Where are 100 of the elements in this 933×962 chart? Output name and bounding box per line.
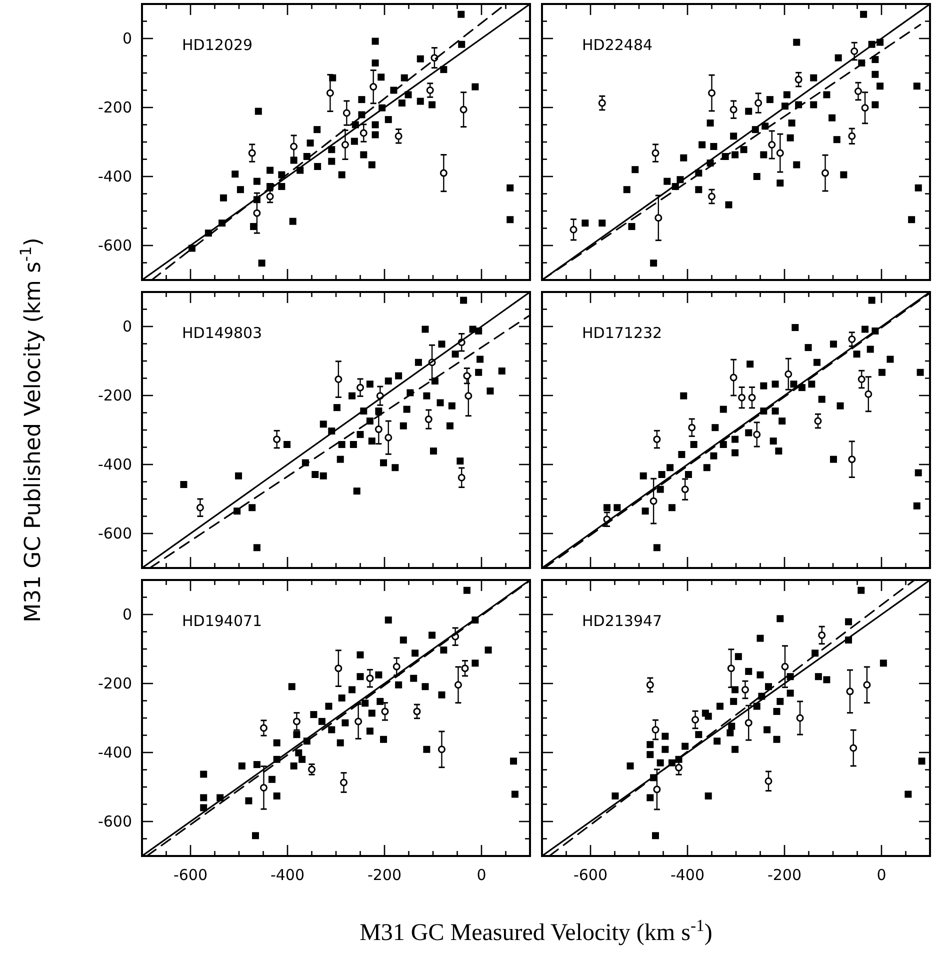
point [403,406,410,413]
point [858,586,865,594]
point [253,178,260,185]
point [253,209,261,217]
point [628,223,636,230]
point [688,424,696,432]
point [236,186,244,194]
point [338,694,346,702]
point [428,101,436,108]
point [314,126,321,134]
point [714,738,721,745]
point [773,708,780,715]
point [341,141,349,149]
point [786,134,794,142]
point [626,762,634,770]
point [334,664,342,672]
y-tick-label: 0 [122,30,132,48]
point [372,59,379,66]
point [260,724,268,732]
point [834,54,842,62]
point [732,686,739,694]
text: HD149803 [182,324,262,342]
point [380,736,388,743]
point [278,183,286,190]
point [475,368,482,376]
point [506,184,514,192]
point [358,111,366,118]
point [790,380,798,388]
point [410,674,418,682]
point [258,260,266,267]
point [400,422,407,430]
point [793,161,800,168]
point [414,358,422,366]
point [823,91,830,98]
point [781,662,789,670]
point [336,739,344,746]
point [833,136,840,144]
x-tick-label: -400 [270,866,305,884]
point [234,508,241,515]
point [452,350,459,358]
point [658,471,666,478]
point [375,671,382,678]
point [392,662,400,670]
point [730,132,738,140]
point [918,758,926,765]
point [845,618,852,626]
point [378,74,385,81]
point [472,83,479,90]
point [690,440,698,448]
point [720,406,727,413]
point [200,770,208,778]
point [253,761,260,768]
point [653,436,661,444]
point [511,790,518,798]
point [336,456,344,463]
point [730,106,738,114]
point [814,673,822,680]
point [266,192,274,200]
point [350,138,358,145]
point [266,166,274,174]
point [614,504,621,512]
point [248,504,256,512]
point [328,146,336,154]
point [760,151,768,158]
point [400,636,407,644]
point [235,472,242,480]
point [656,759,664,766]
point [290,762,298,770]
point [732,436,739,443]
y-tick-label: -600 [98,812,132,830]
point [703,464,710,472]
point [356,384,364,392]
point [666,464,674,472]
text: HD194071 [182,612,262,630]
point [850,48,858,56]
point [650,260,658,267]
point [463,586,470,594]
point [848,132,856,140]
point [458,40,466,48]
point [773,736,780,743]
point [650,497,658,505]
point [680,154,688,162]
point [745,429,752,436]
point [710,142,718,150]
point [416,55,424,62]
point [180,481,188,488]
point [623,186,630,194]
point [254,108,262,115]
point [818,631,826,639]
point [354,718,362,726]
point [646,794,654,802]
point [745,668,752,675]
point [376,698,384,705]
point [273,739,280,746]
point [868,296,876,304]
point [253,544,260,552]
point [866,346,874,353]
point [360,151,368,158]
point [792,324,799,332]
point [878,368,886,376]
